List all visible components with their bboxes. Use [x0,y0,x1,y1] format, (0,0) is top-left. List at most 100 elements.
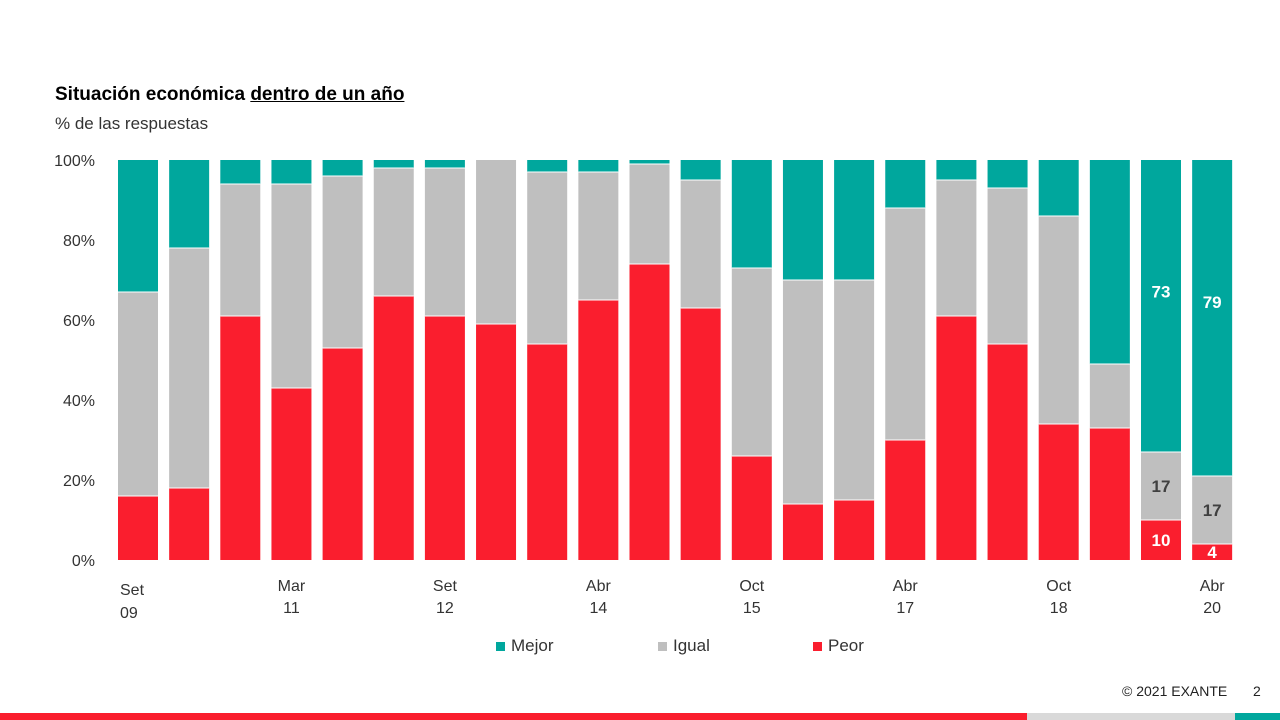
data-label: 4 [1207,543,1217,562]
x-tick-label-year: 09 [120,605,138,622]
legend-swatch-igual [658,641,667,651]
bar-igual [1141,452,1181,520]
bar-mejor [1192,160,1233,476]
bar-peor [322,348,363,560]
data-label: 17 [1152,477,1171,496]
bar-mejor [169,160,210,248]
bar-igual [527,172,568,344]
legend-item-peor: Peor [813,636,864,656]
bar-mejor [936,160,977,180]
bar-peor [731,456,772,560]
bar-peor [987,344,1028,560]
bar-peor [1089,428,1130,560]
bar-igual [834,280,875,500]
bar-peor [834,500,875,560]
bar-mejor [987,160,1028,188]
bar-peor [936,316,977,560]
x-tick-label-month: Set [120,582,145,599]
legend-item-igual: Igual [658,636,710,656]
bar-igual [731,268,772,456]
bar-peor [680,308,721,560]
x-tick-label-year: 11 [283,600,300,617]
bar-peor [1038,424,1079,560]
bar-peor [373,296,414,560]
bar-peor [169,488,210,560]
x-tick-label-year: 17 [896,600,914,617]
bar-igual [578,172,619,300]
bar-peor [220,316,261,560]
bar-peor [527,344,568,560]
bar-igual [987,188,1028,344]
x-tick-label-month: Oct [1046,578,1071,595]
bar-mejor [118,160,158,292]
chart-title: Situación económica dentro de un año [55,84,404,106]
legend-label-peor: Peor [828,636,864,655]
x-tick-label-month: Set [433,578,458,595]
bar-peor [1192,544,1233,560]
legend-label-mejor: Mejor [511,636,554,655]
bar-igual [1192,476,1233,544]
x-tick-label-year: 14 [589,600,607,617]
y-tick-label: 60% [63,313,95,330]
legend-item-mejor: Mejor [496,636,554,656]
x-tick-label-month: Oct [739,578,764,595]
legend: Mejor Igual Peor [0,636,1280,660]
bar-mejor [834,160,875,280]
bar-igual [476,160,517,324]
bar-mejor [373,160,414,168]
y-tick-label: 0% [72,553,95,570]
bar-igual [936,180,977,316]
data-label: 73 [1152,282,1171,301]
data-label: 10 [1152,531,1171,550]
bar-mejor [885,160,926,208]
bar-mejor [527,160,568,172]
bar-mejor [680,160,721,180]
bar-igual [629,164,670,264]
legend-swatch-mejor [496,641,505,651]
chart-title-part1: Situación económica [55,84,251,105]
bottom-bar-gray [1027,713,1235,720]
bar-mejor [782,160,823,280]
chart-subtitle: % de las respuestas [55,114,209,133]
x-tick-label-month: Mar [278,578,306,595]
bar-mejor [731,160,772,268]
x-tick-label-month: Abr [586,578,612,595]
bar-peor [1141,520,1181,560]
bar-igual [1089,364,1130,428]
bar-mejor [1089,160,1130,364]
y-tick-label: 20% [63,473,95,490]
bar-peor [782,504,823,560]
x-tick-label-month: Abr [1200,578,1226,595]
x-tick-label-month: Abr [893,578,919,595]
footer-copyright: © 2021 EXANTE [1122,683,1228,699]
bar-peor [578,300,619,560]
legend-label-igual: Igual [673,636,710,655]
bar-igual [322,176,363,348]
footer-page-number: 2 [1253,683,1261,699]
bar-mejor [629,160,670,164]
bar-mejor [424,160,465,168]
bar-peor [629,264,670,560]
bottom-bar-red [0,713,1027,720]
bar-igual [1038,216,1079,424]
bar-igual [782,280,823,504]
y-tick-label: 100% [54,153,95,170]
legend-swatch-peor [813,641,822,651]
bar-mejor [322,160,363,176]
bar-peor [118,496,158,560]
bar-mejor [1141,160,1181,452]
bar-igual [220,184,261,316]
bottom-bar-teal [1235,713,1280,720]
bar-peor [885,440,926,560]
y-tick-label: 80% [63,233,95,250]
bar-mejor [1038,160,1079,216]
bar-igual [680,180,721,308]
x-tick-label-year: 15 [743,600,761,617]
bar-igual [271,184,312,388]
bar-peor [271,388,312,560]
stacked-bar-chart: 0% 20% 40% 60% 80% 100% 73 17 10 79 17 4 Set 09 Mar 11 S… [54,153,1233,622]
bar-igual [424,168,465,316]
bar-peor [476,324,517,560]
chart-title-part2: dentro de un año [250,84,405,105]
bar-igual [885,208,926,440]
